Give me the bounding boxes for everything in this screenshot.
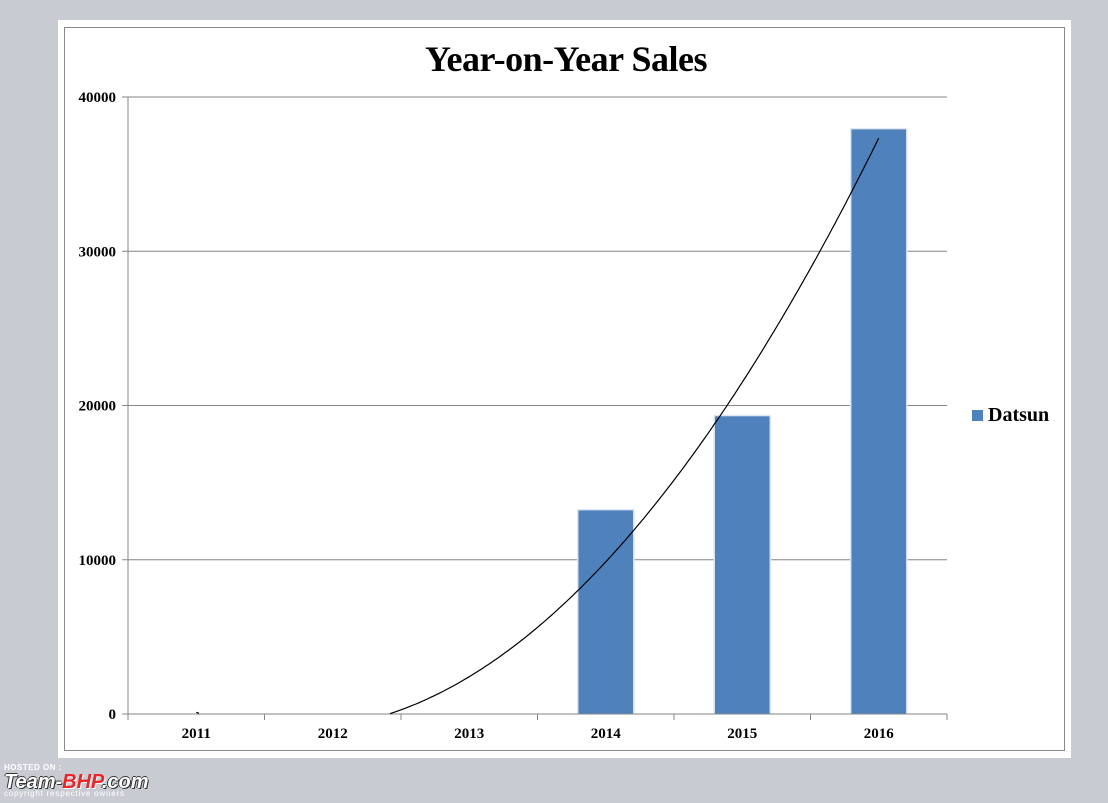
watermark: HOSTED ON : Team-BHP.com copyright respe…	[4, 764, 149, 798]
x-tick-label-2012: 2012	[318, 726, 348, 742]
axis-layer	[122, 96, 948, 720]
trend-layer	[196, 137, 880, 715]
label-layer: 0 10000 20000 30000 40000 2011 2012 2013 2014 201…	[79, 90, 895, 742]
x-tick-label-2011: 2011	[182, 726, 211, 742]
chart-title: Year-on-Year Sales	[425, 39, 707, 79]
watermark-brand-prefix: Team-	[4, 771, 63, 793]
legend: Datsun	[972, 404, 1049, 427]
bar-2016	[851, 129, 907, 714]
legend-label-datsun: Datsun	[988, 404, 1050, 426]
watermark-hosted-text: HOSTED ON :	[4, 763, 62, 772]
legend-swatch-datsun	[972, 410, 983, 421]
bar-2015	[714, 416, 770, 714]
watermark-logo: Team-BHP.com	[4, 772, 149, 792]
y-tick-label-30000: 30000	[79, 244, 117, 260]
y-tick-label-0: 0	[109, 707, 117, 723]
y-tick-label-20000: 20000	[79, 399, 117, 415]
x-tick-label-2015: 2015	[727, 726, 757, 742]
x-tick-label-2013: 2013	[454, 726, 484, 742]
watermark-copyright: copyright respective owners	[4, 789, 125, 798]
watermark-brand-accent: BHP	[62, 771, 102, 793]
y-tick-label-10000: 10000	[79, 553, 117, 569]
trendline	[196, 137, 880, 715]
watermark-brand-suffix: .com	[101, 771, 149, 793]
x-tick-label-2014: 2014	[591, 726, 622, 742]
grid-layer	[128, 96, 947, 561]
y-tick-label-40000: 40000	[79, 90, 117, 106]
x-tick-label-2016: 2016	[864, 726, 895, 742]
chart-border	[64, 27, 1065, 751]
bar-2014	[578, 510, 634, 714]
bar-layer	[576, 127, 908, 714]
